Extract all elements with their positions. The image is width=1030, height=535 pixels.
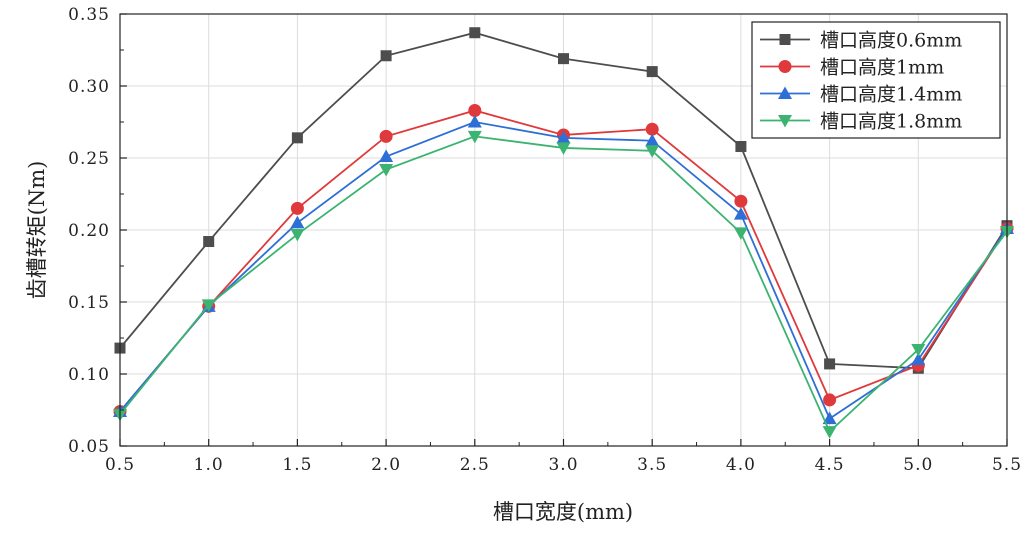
series-4 <box>113 130 1014 439</box>
legend-box <box>751 21 1001 139</box>
y-tick-label: 0.30 <box>68 77 110 97</box>
legend-marker <box>778 86 792 99</box>
data-point <box>290 215 305 229</box>
x-tick-label: 1.5 <box>282 455 312 475</box>
data-point <box>291 132 303 144</box>
x-tick-label: 2.0 <box>371 455 401 475</box>
data-point <box>822 426 837 439</box>
data-point <box>646 66 658 78</box>
data-point <box>290 201 304 215</box>
x-axis-title: 槽口宽度(mm) <box>493 500 633 524</box>
series-3 <box>113 115 1014 425</box>
series-1 <box>114 27 1013 374</box>
data-point <box>734 194 748 208</box>
x-tick-label: 5.0 <box>903 455 933 475</box>
x-tick-label: 4.5 <box>815 455 845 475</box>
data-point <box>467 115 482 128</box>
legend-marker <box>778 60 792 73</box>
legend-label: 槽口高度1.4mm <box>820 84 962 106</box>
data-point <box>469 27 481 39</box>
legend-item: 槽口高度0.6mm <box>760 30 962 52</box>
data-point <box>911 352 926 366</box>
data-point <box>735 140 747 152</box>
data-point <box>733 207 748 220</box>
data-point <box>556 142 571 155</box>
legend-item: 槽口高度1mm <box>760 57 944 79</box>
data-point <box>645 133 660 147</box>
legend-label: 槽口高度1.8mm <box>820 111 962 133</box>
legend-marker <box>779 34 791 45</box>
data-point <box>556 130 571 144</box>
data-point <box>380 50 392 62</box>
y-tick-label: 0.35 <box>68 5 110 25</box>
data-point <box>290 228 305 242</box>
data-point <box>645 122 659 136</box>
legend-label: 槽口高度1mm <box>820 57 944 79</box>
data-point <box>733 227 748 240</box>
y-tick-label: 0.25 <box>68 149 110 169</box>
data-point <box>201 299 216 312</box>
data-point <box>822 411 837 425</box>
x-tick-label: 5.5 <box>992 455 1022 475</box>
data-point <box>558 53 569 65</box>
data-point <box>379 129 393 143</box>
legend-marker <box>778 115 792 128</box>
y-tick-label: 0.15 <box>68 293 110 313</box>
series-layer <box>113 27 1014 439</box>
y-tick-label: 0.05 <box>68 437 110 457</box>
data-point <box>468 103 482 117</box>
legend-item: 槽口高度1.4mm <box>760 84 962 106</box>
x-tick-label: 2.5 <box>460 455 490 475</box>
x-tick-label: 3.5 <box>637 455 667 475</box>
x-tick-label: 0.5 <box>105 455 135 475</box>
data-point <box>467 130 482 144</box>
ticks: 0.5 1.0 1.5 2.0 2.5 3.0 3.5 4.0 4.5 5.0 5.5 0.05 0.1… <box>68 5 1022 475</box>
legend: 槽口高度0.6mm 槽口高度1mm 槽口高度1.4mm 槽口高度1.8mm <box>751 21 1001 139</box>
x-tick-label: 4.0 <box>726 455 756 475</box>
data-point <box>379 164 394 177</box>
legend-label: 槽口高度0.6mm <box>820 30 962 52</box>
x-tick-label: 1.0 <box>194 455 224 475</box>
y-axis-title: 齿槽转矩(Nm) <box>25 161 49 300</box>
data-point <box>645 145 660 158</box>
x-tick-label: 3.0 <box>548 455 578 475</box>
data-point <box>911 344 926 357</box>
y-tick-label: 0.10 <box>68 365 110 385</box>
y-tick-label: 0.20 <box>68 221 110 241</box>
legend-item: 槽口高度1.8mm <box>760 111 962 133</box>
data-point <box>823 393 837 407</box>
data-point <box>824 358 836 370</box>
data-point <box>203 236 215 248</box>
data-point <box>379 149 394 163</box>
